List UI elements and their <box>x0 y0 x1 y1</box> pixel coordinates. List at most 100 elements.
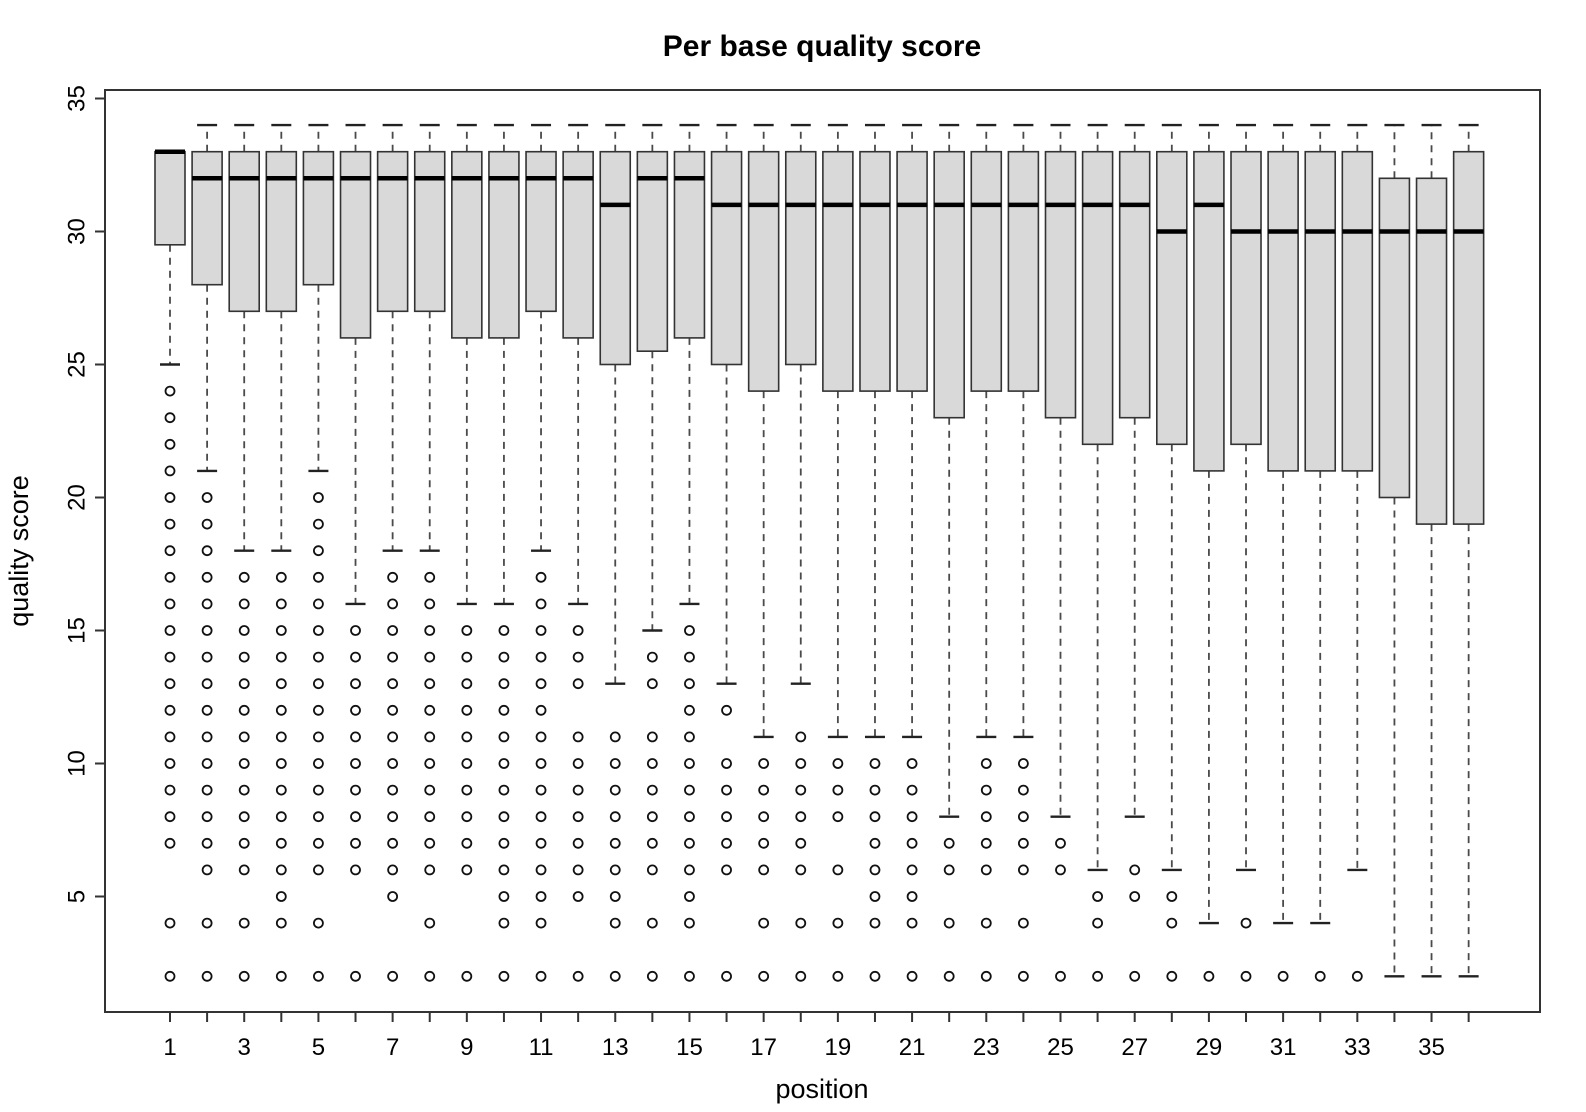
iqr-box-pos-7 <box>376 150 409 313</box>
x-axis-label: position <box>775 1074 868 1104</box>
x-tick-label-13: 13 <box>602 1034 629 1061</box>
outlier-pos-2-q17 <box>201 571 213 583</box>
outlier-pos-16-q12 <box>721 704 732 716</box>
outlier-pos-15-q7 <box>684 837 695 849</box>
outlier-pos-6-q12 <box>350 704 361 716</box>
outlier-pos-5-q8 <box>313 811 324 823</box>
iqr-box-pos-23 <box>970 150 1003 392</box>
outlier-pos-9-q15 <box>461 625 473 636</box>
outlier-pos-18-q6 <box>795 864 807 876</box>
outlier-pos-15-q12 <box>684 704 695 716</box>
outlier-pos-9-q14 <box>461 651 473 663</box>
outlier-pos-17-q9 <box>758 784 770 796</box>
outlier-pos-17-q4 <box>758 917 770 929</box>
outlier-pos-1-q10 <box>164 758 176 769</box>
outlier-pos-23-q7 <box>980 837 992 849</box>
outlier-pos-13-q5 <box>609 891 621 902</box>
outlier-pos-22-q4 <box>943 917 955 929</box>
outlier-pos-25-q7 <box>1055 837 1066 849</box>
boxplot-pos-24 <box>1007 123 1040 982</box>
x-tick-label-33: 33 <box>1344 1034 1371 1061</box>
outlier-pos-8-q2 <box>424 970 436 982</box>
outlier-pos-5-q11 <box>313 731 324 743</box>
y-tick-label-30: 30 <box>63 218 90 245</box>
iqr-box-pos-32 <box>1304 150 1337 472</box>
outlier-pos-7-q10 <box>387 758 399 769</box>
outlier-pos-16-q9 <box>721 784 732 796</box>
outlier-pos-8-q14 <box>424 651 436 663</box>
x-tick-label-27: 27 <box>1121 1034 1148 1061</box>
outlier-pos-14-q13 <box>646 678 658 690</box>
outlier-pos-19-q2 <box>832 970 844 982</box>
outlier-pos-1-q21 <box>164 465 176 477</box>
iqr-box-pos-20 <box>859 150 891 392</box>
chart-title: Per base quality score <box>663 30 982 63</box>
x-tick-label-5: 5 <box>312 1034 325 1061</box>
outlier-pos-5-q19 <box>313 518 324 530</box>
outlier-pos-13-q10 <box>609 758 621 769</box>
outlier-pos-4-q16 <box>275 598 287 610</box>
x-tick-label-17: 17 <box>750 1034 777 1061</box>
outlier-pos-8-q4 <box>424 917 436 929</box>
outlier-pos-18-q11 <box>795 731 807 743</box>
outlier-pos-18-q2 <box>795 970 807 982</box>
outlier-pos-10-q9 <box>498 784 510 796</box>
boxplot-pos-30 <box>1230 123 1262 982</box>
outlier-pos-19-q10 <box>832 758 844 769</box>
x-tick-label-3: 3 <box>238 1034 251 1061</box>
outlier-pos-26-q4 <box>1092 917 1103 929</box>
outlier-pos-24-q7 <box>1017 837 1029 849</box>
outlier-pos-11-q5 <box>535 891 547 902</box>
outlier-pos-7-q16 <box>387 598 399 610</box>
y-tick-label-20: 20 <box>63 484 90 511</box>
outlier-pos-11-q2 <box>535 970 547 982</box>
outlier-pos-3-q7 <box>238 837 250 849</box>
outlier-pos-17-q10 <box>758 758 770 769</box>
outlier-pos-21-q6 <box>906 864 918 876</box>
outlier-pos-4-q12 <box>275 704 287 716</box>
outlier-pos-5-q9 <box>313 784 324 796</box>
outlier-pos-2-q4 <box>201 917 213 929</box>
outlier-pos-17-q8 <box>758 811 770 823</box>
outlier-pos-2-q11 <box>201 731 213 743</box>
iqr-box-pos-13 <box>599 150 632 366</box>
outlier-pos-2-q7 <box>201 837 213 849</box>
outlier-pos-6-q6 <box>350 864 361 876</box>
outlier-pos-4-q17 <box>275 571 287 583</box>
outlier-pos-11-q9 <box>535 784 547 796</box>
x-tick-label-9: 9 <box>460 1034 473 1061</box>
outlier-pos-10-q11 <box>498 731 510 743</box>
outlier-pos-21-q7 <box>906 837 918 849</box>
outlier-pos-9-q7 <box>461 837 473 849</box>
outlier-pos-24-q4 <box>1017 917 1029 929</box>
outlier-pos-20-q5 <box>869 891 881 902</box>
outlier-pos-10-q8 <box>498 811 510 823</box>
outlier-pos-23-q4 <box>980 917 992 929</box>
outlier-pos-14-q4 <box>646 917 658 929</box>
iqr-box-pos-1 <box>154 150 186 246</box>
boxplot-pos-5 <box>302 123 335 982</box>
outlier-pos-22-q2 <box>943 970 955 982</box>
outlier-pos-5-q18 <box>313 545 324 557</box>
outlier-pos-28-q5 <box>1166 891 1178 902</box>
outlier-pos-5-q4 <box>313 917 324 929</box>
outlier-pos-30-q4 <box>1240 917 1252 929</box>
outlier-pos-4-q14 <box>275 651 287 663</box>
outlier-pos-5-q2 <box>313 970 324 982</box>
outlier-pos-24-q10 <box>1017 758 1029 769</box>
outlier-pos-5-q13 <box>313 678 324 690</box>
outlier-pos-30-q2 <box>1240 970 1252 982</box>
outlier-pos-7-q17 <box>387 571 399 583</box>
outlier-pos-2-q15 <box>201 625 213 636</box>
outlier-pos-2-q2 <box>201 970 213 982</box>
outlier-pos-21-q2 <box>906 970 918 982</box>
outlier-pos-8-q11 <box>424 731 436 743</box>
outlier-pos-19-q4 <box>832 917 844 929</box>
boxplot-pos-17 <box>747 123 780 982</box>
boxplot-pos-20 <box>859 123 891 982</box>
outlier-pos-15-q9 <box>684 784 695 796</box>
iqr-box-pos-6 <box>339 150 372 339</box>
outlier-pos-12-q15 <box>572 625 584 636</box>
